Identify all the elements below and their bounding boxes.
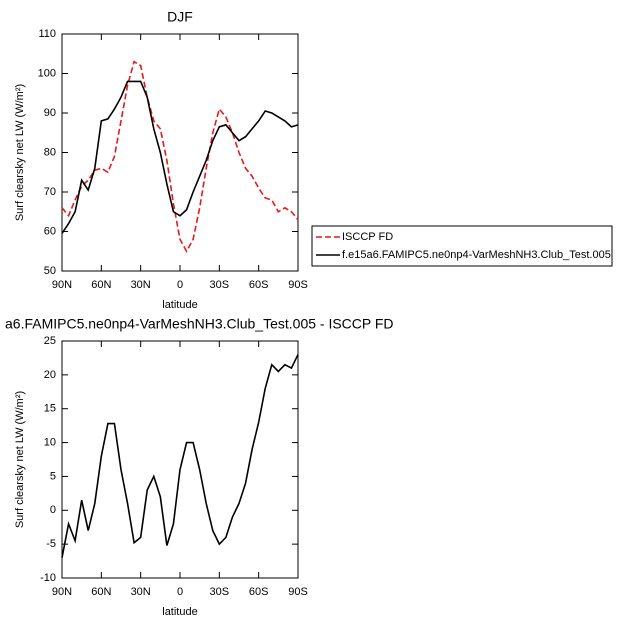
- plot-frame: [61, 33, 299, 272]
- y-tick-label: 5: [50, 470, 56, 482]
- legend-label: ISCCP FD: [342, 231, 393, 243]
- chart-title: a6.FAMIPC5.ne0np4-VarMeshNH3.Club_Test.0…: [5, 316, 394, 332]
- data-line: [61, 60, 299, 253]
- y-tick-label: 100: [38, 67, 56, 79]
- y-axis-label: Surf clearsky net LW (W/m²): [14, 84, 26, 221]
- x-tick-label: 60S: [249, 586, 269, 598]
- legend: ISCCP FD f.e15a6.FAMIPC5.ne0np4-VarMeshNH…: [311, 225, 613, 267]
- y-tick-label: 0: [50, 504, 56, 516]
- y-tick-label: 80: [44, 146, 56, 158]
- chart-title: DJF: [167, 9, 193, 25]
- x-axis-label: latitude: [162, 299, 197, 311]
- y-tick-label: 70: [44, 186, 56, 198]
- legend-box: [311, 225, 613, 267]
- x-tick-label: 60N: [91, 586, 111, 598]
- x-tick-label: 0: [177, 586, 183, 598]
- y-tick-label: 50: [44, 265, 56, 277]
- x-tick-label: 0: [177, 279, 183, 291]
- x-axis-label: latitude: [162, 606, 197, 618]
- data-line: [61, 80, 299, 234]
- plot-frame: [61, 340, 299, 579]
- x-tick-label: 90N: [52, 279, 72, 291]
- y-tick-label: 20: [44, 369, 56, 381]
- x-tick-label: 90S: [288, 279, 308, 291]
- legend-label: f.e15a6.FAMIPC5.ne0np4-VarMeshNH3.Club_T…: [342, 249, 611, 261]
- y-tick-label: 90: [44, 107, 56, 119]
- x-tick-label: 30S: [210, 586, 230, 598]
- x-tick-label: 30N: [131, 586, 151, 598]
- x-tick-label: 60S: [249, 279, 269, 291]
- y-tick-label: -10: [40, 572, 56, 584]
- y-tick-label: -5: [46, 538, 56, 550]
- y-axis-label: Surf clearsky net LW (W/m²): [14, 391, 26, 528]
- y-tick-label: 110: [38, 28, 56, 40]
- y-tick-label: 60: [44, 225, 56, 237]
- y-tick-label: 15: [44, 403, 56, 415]
- data-line: [61, 354, 299, 558]
- x-tick-label: 90S: [288, 586, 308, 598]
- x-tick-label: 30N: [131, 279, 151, 291]
- y-tick-label: 25: [44, 335, 56, 347]
- x-tick-label: 90N: [52, 586, 72, 598]
- y-tick-label: 10: [44, 436, 56, 448]
- x-tick-label: 60N: [91, 279, 111, 291]
- x-tick-label: 30S: [210, 279, 230, 291]
